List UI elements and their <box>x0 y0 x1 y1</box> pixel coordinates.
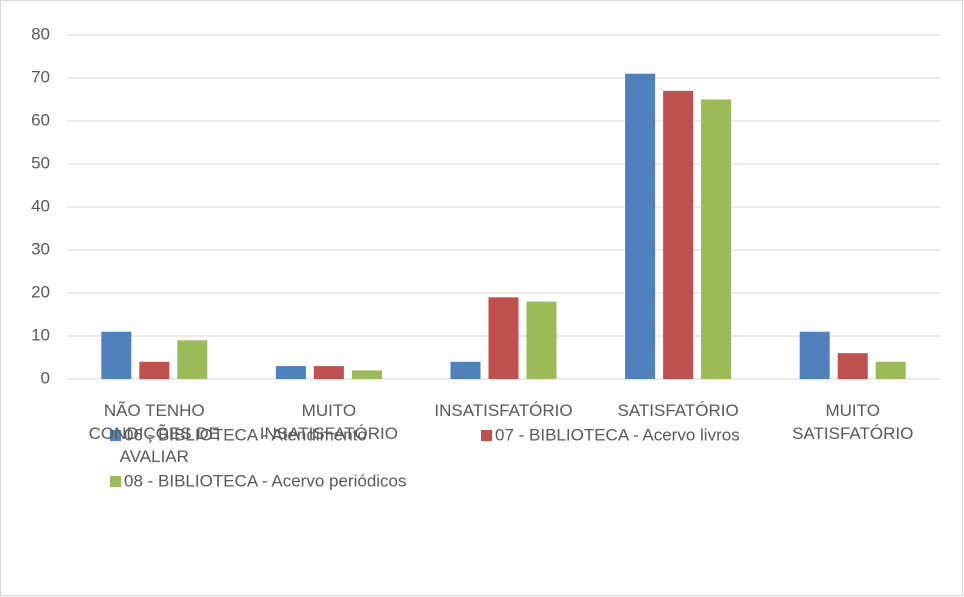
y-tick-label: 30 <box>31 239 50 258</box>
bar <box>875 361 906 379</box>
bar <box>701 99 732 379</box>
bar <box>837 353 868 379</box>
bar <box>177 340 208 379</box>
bar <box>139 361 170 379</box>
legend-label: 06 - BIBLIOTECA - Atendimento <box>124 425 367 444</box>
x-tick-label: INSATISFATÓRIO <box>434 401 573 420</box>
bar <box>663 90 694 380</box>
bar <box>275 366 306 379</box>
bar <box>351 370 382 379</box>
bar <box>799 331 830 379</box>
bar <box>101 331 132 379</box>
bar <box>450 361 481 379</box>
bar <box>625 73 656 379</box>
x-tick-label: MUITO INSATISFATÓRIO <box>259 401 398 443</box>
x-tick-label: NÃO TENHO CONDIÇÕES DE AVALIAR <box>88 401 220 466</box>
y-tick-label: 10 <box>31 325 50 344</box>
x-tick-label: SATISFATÓRIO <box>617 401 739 420</box>
bar <box>526 301 557 379</box>
legend-swatch <box>481 430 492 441</box>
y-tick-label: 40 <box>31 196 50 215</box>
legend-label: 08 - BIBLIOTECA - Acervo periódicos <box>124 471 407 490</box>
y-tick-label: 50 <box>31 153 50 172</box>
x-tick-label: MUITO SATISFATÓRIO <box>792 401 914 443</box>
y-tick-label: 60 <box>31 110 50 129</box>
bar <box>488 297 519 379</box>
legend-swatch <box>110 476 121 487</box>
y-tick-label: 0 <box>41 368 50 387</box>
bar <box>313 366 344 379</box>
y-tick-label: 80 <box>31 24 50 43</box>
y-tick-label: 70 <box>31 67 50 86</box>
y-tick-label: 20 <box>31 282 50 301</box>
legend-label: 07 - BIBLIOTECA - Acervo livros <box>495 425 740 444</box>
legend-swatch <box>110 430 121 441</box>
